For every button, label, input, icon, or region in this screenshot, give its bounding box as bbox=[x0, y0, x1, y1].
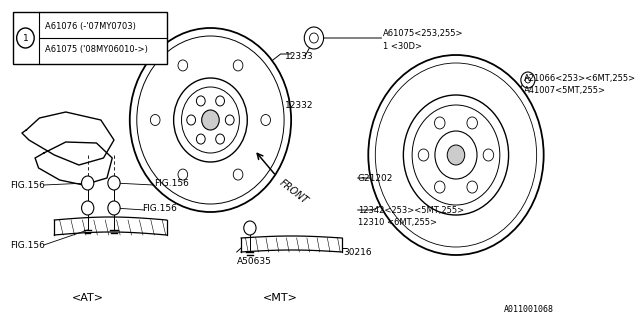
Circle shape bbox=[81, 201, 94, 215]
Circle shape bbox=[368, 55, 543, 255]
Circle shape bbox=[304, 27, 324, 49]
Circle shape bbox=[187, 115, 196, 125]
Text: FIG.156: FIG.156 bbox=[154, 179, 189, 188]
Circle shape bbox=[178, 169, 188, 180]
Circle shape bbox=[173, 78, 247, 162]
Text: 30216: 30216 bbox=[344, 247, 372, 257]
Text: 12310 <6MT,255>: 12310 <6MT,255> bbox=[358, 218, 436, 227]
Circle shape bbox=[225, 115, 234, 125]
Circle shape bbox=[244, 221, 256, 235]
Text: FIG.156: FIG.156 bbox=[10, 180, 45, 189]
Text: A41007<5MT,255>: A41007<5MT,255> bbox=[524, 85, 605, 94]
Text: <MT>: <MT> bbox=[263, 293, 298, 303]
Text: 12342<253><5MT,255>: 12342<253><5MT,255> bbox=[358, 205, 464, 214]
Circle shape bbox=[419, 149, 429, 161]
Circle shape bbox=[435, 131, 477, 179]
Circle shape bbox=[261, 115, 271, 125]
Circle shape bbox=[108, 201, 120, 215]
Text: A011001068: A011001068 bbox=[504, 305, 554, 314]
Circle shape bbox=[108, 176, 120, 190]
Text: FIG.156: FIG.156 bbox=[10, 241, 45, 250]
Text: A61075 ('08MY06010->): A61075 ('08MY06010->) bbox=[45, 45, 148, 54]
Text: A21066<253><6MT,255>: A21066<253><6MT,255> bbox=[524, 74, 636, 83]
Circle shape bbox=[467, 117, 477, 129]
Circle shape bbox=[310, 33, 318, 43]
Text: 12332: 12332 bbox=[285, 100, 314, 109]
Circle shape bbox=[447, 145, 465, 165]
Circle shape bbox=[521, 72, 535, 88]
Circle shape bbox=[196, 96, 205, 106]
Circle shape bbox=[202, 110, 220, 130]
Circle shape bbox=[375, 63, 537, 247]
Text: G21202: G21202 bbox=[358, 173, 393, 182]
Text: A50635: A50635 bbox=[237, 258, 271, 267]
Circle shape bbox=[216, 96, 225, 106]
Bar bbox=[13, 12, 166, 64]
Circle shape bbox=[178, 60, 188, 71]
Text: <AT>: <AT> bbox=[72, 293, 104, 303]
Circle shape bbox=[182, 87, 239, 153]
Circle shape bbox=[130, 28, 291, 212]
Circle shape bbox=[196, 134, 205, 144]
Circle shape bbox=[403, 95, 509, 215]
Text: FIG.156: FIG.156 bbox=[142, 204, 177, 212]
Circle shape bbox=[525, 77, 531, 83]
Circle shape bbox=[17, 28, 34, 48]
Circle shape bbox=[81, 176, 94, 190]
Circle shape bbox=[483, 149, 493, 161]
Circle shape bbox=[412, 105, 500, 205]
Circle shape bbox=[216, 134, 225, 144]
Circle shape bbox=[233, 60, 243, 71]
Circle shape bbox=[435, 117, 445, 129]
Text: FRONT: FRONT bbox=[278, 178, 310, 206]
Text: A61075<253,255>: A61075<253,255> bbox=[383, 28, 464, 37]
Circle shape bbox=[467, 181, 477, 193]
Text: A61076 (-'07MY0703): A61076 (-'07MY0703) bbox=[45, 21, 136, 30]
Circle shape bbox=[137, 36, 284, 204]
Circle shape bbox=[150, 115, 160, 125]
Text: 1 <30D>: 1 <30D> bbox=[383, 42, 422, 51]
Circle shape bbox=[233, 169, 243, 180]
Text: 1: 1 bbox=[22, 34, 28, 43]
Circle shape bbox=[435, 181, 445, 193]
Text: 12333: 12333 bbox=[285, 52, 314, 60]
